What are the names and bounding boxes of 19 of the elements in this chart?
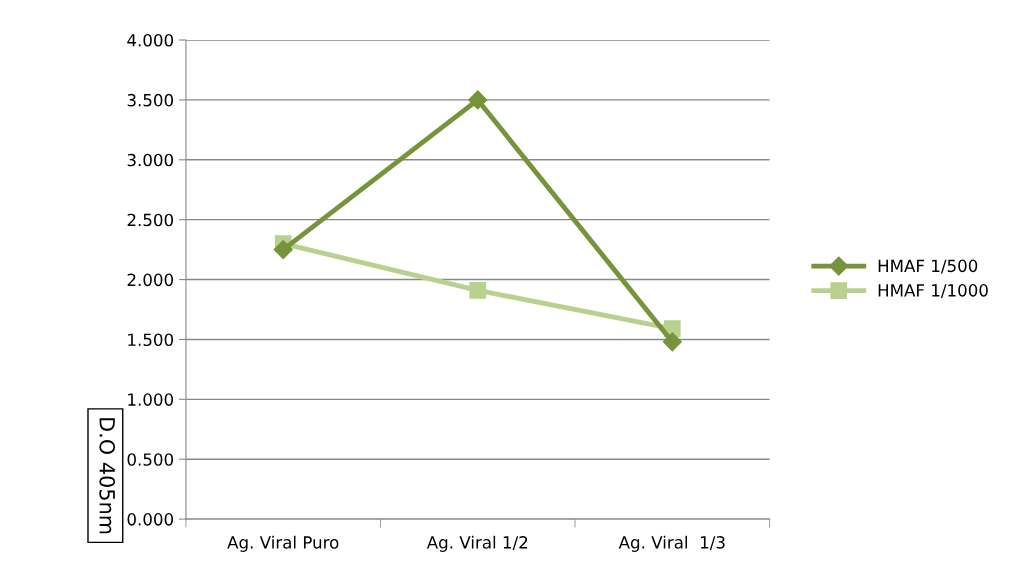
y-tick-label: 4.000 <box>127 33 174 47</box>
legend-label: HMAF 1/500 <box>878 259 978 274</box>
y-axis-title: D.O 405nm <box>99 418 116 534</box>
point <box>273 240 293 260</box>
y-tick-label: 0.500 <box>127 453 174 466</box>
x-tick-label: Ag. Viral Puro <box>227 535 339 552</box>
x-tick-label: Ag. Viral 1/3 <box>618 535 725 552</box>
legend-label: HMAF 1/1000 <box>878 284 988 298</box>
y-tick-label: 3.500 <box>127 93 174 107</box>
y-tick-label: 1.500 <box>128 333 174 347</box>
y-tick-label: 3.000 <box>127 153 174 167</box>
point <box>662 332 682 352</box>
y-tick-label: 0.000 <box>127 513 174 526</box>
y-tick-label: 2.500 <box>127 213 174 227</box>
point <box>468 90 488 110</box>
y-tick-label: 2.000 <box>127 273 174 287</box>
y-tick-label: 1.000 <box>128 393 174 406</box>
point <box>469 282 487 299</box>
x-tick-label: Ag. Viral 1/2 <box>426 535 528 552</box>
